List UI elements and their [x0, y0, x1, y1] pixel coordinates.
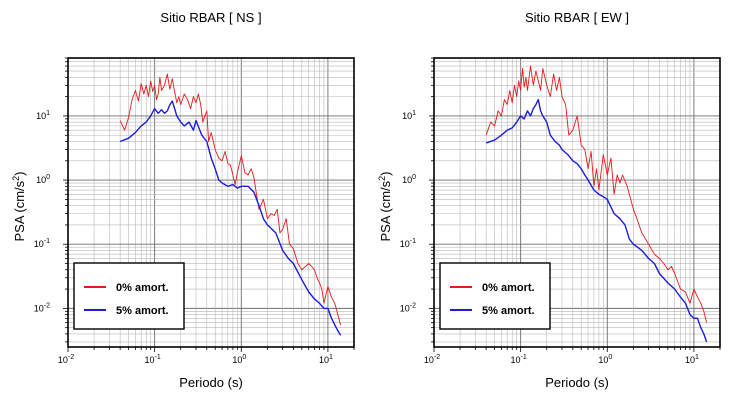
legend-box — [73, 262, 185, 330]
y-axis-label-close: ) — [12, 171, 27, 175]
legend-label: 0% amort. — [116, 282, 169, 294]
chart-title: Sitio RBAR [ NS ] — [160, 10, 261, 25]
y-tick-label-exp: -2 — [410, 302, 416, 309]
x-tick-label-base: 10 — [598, 355, 608, 365]
y-axis-label-sup: 2 — [11, 176, 21, 181]
x-tick-label: 100 — [232, 354, 246, 365]
x-tick-label: 10-2 — [424, 354, 440, 365]
y-tick-label-base: 10 — [400, 239, 410, 249]
x-tick-label-exp: 1 — [329, 354, 333, 361]
x-tick-label-exp: -2 — [68, 354, 74, 361]
y-tick-label: 101 — [36, 110, 50, 121]
axis-ticks — [429, 57, 721, 352]
x-tick-label: 10-2 — [58, 354, 74, 365]
legend-label: 5% amort. — [482, 305, 535, 317]
y-tick-label-base: 10 — [402, 111, 412, 121]
legend-box — [439, 262, 551, 330]
x-tick-label: 100 — [598, 354, 612, 365]
x-tick-label-base: 10 — [511, 355, 521, 365]
y-axis-label: PSA (cm/s2) — [11, 171, 27, 241]
y-tick-label-exp: 1 — [412, 110, 416, 117]
y-tick-label-base: 10 — [36, 111, 46, 121]
y-tick-label-exp: 0 — [412, 174, 416, 181]
y-axis-label-text: PSA (cm/s — [378, 180, 393, 241]
x-tick-label: 10-1 — [145, 354, 161, 365]
y-tick-label-exp: -2 — [44, 302, 50, 309]
x-axis-label: Periodo (s) — [545, 375, 609, 390]
x-axis-label: Periodo (s) — [179, 375, 243, 390]
x-tick-label-exp: -1 — [521, 354, 527, 361]
x-tick-label: 101 — [319, 354, 333, 365]
legend-label: 5% amort. — [116, 305, 169, 317]
y-axis-label: PSA (cm/s2) — [377, 171, 393, 241]
x-tick-label-base: 10 — [232, 355, 242, 365]
x-tick-label-base: 10 — [424, 355, 434, 365]
x-tick-label-base: 10 — [58, 355, 68, 365]
y-tick-label-exp: 1 — [46, 110, 50, 117]
legend-label: 0% amort. — [482, 282, 535, 294]
y-tick-label: 10-2 — [400, 302, 416, 313]
y-tick-label: 101 — [402, 110, 416, 121]
plot-frame — [67, 57, 355, 348]
legend: 0% amort. 5% amort. — [73, 262, 185, 330]
x-tick-label-exp: 0 — [242, 354, 246, 361]
x-tick-label-base: 10 — [685, 355, 695, 365]
x-tick-label-exp: -2 — [434, 354, 440, 361]
plot-frame — [433, 57, 721, 348]
axis-ticks — [63, 57, 355, 352]
series-line-damping-0 — [119, 73, 342, 326]
legend: 0% amort. 5% amort. — [439, 262, 551, 330]
y-axis-label-close: ) — [378, 171, 393, 175]
y-tick-label-base: 10 — [34, 239, 44, 249]
chart-title: Sitio RBAR [ EW ] — [525, 10, 629, 25]
y-tick-label: 10-1 — [34, 238, 50, 249]
x-tick-label-exp: 0 — [608, 354, 612, 361]
y-tick-label-exp: -1 — [410, 238, 416, 245]
y-axis-label-text: PSA (cm/s — [12, 180, 27, 241]
x-tick-label-base: 10 — [319, 355, 329, 365]
series-line-damping-0 — [485, 65, 708, 323]
series-line-damping-5 — [485, 98, 708, 343]
x-tick-label-base: 10 — [145, 355, 155, 365]
y-axis-label-sup: 2 — [377, 176, 387, 181]
x-tick-label-exp: 1 — [695, 354, 699, 361]
y-tick-label-base: 10 — [34, 303, 44, 313]
y-tick-label: 100 — [36, 174, 50, 185]
y-tick-label: 10-2 — [34, 302, 50, 313]
y-tick-label-base: 10 — [36, 175, 46, 185]
x-tick-label: 10-1 — [511, 354, 527, 365]
x-tick-label-exp: -1 — [155, 354, 161, 361]
series-line-damping-5 — [119, 100, 342, 336]
y-tick-label-exp: -1 — [44, 238, 50, 245]
y-tick-label: 100 — [402, 174, 416, 185]
y-tick-label-exp: 0 — [46, 174, 50, 181]
x-tick-label: 101 — [685, 354, 699, 365]
y-tick-label-base: 10 — [402, 175, 412, 185]
y-tick-label: 10-1 — [400, 238, 416, 249]
y-tick-label-base: 10 — [400, 303, 410, 313]
